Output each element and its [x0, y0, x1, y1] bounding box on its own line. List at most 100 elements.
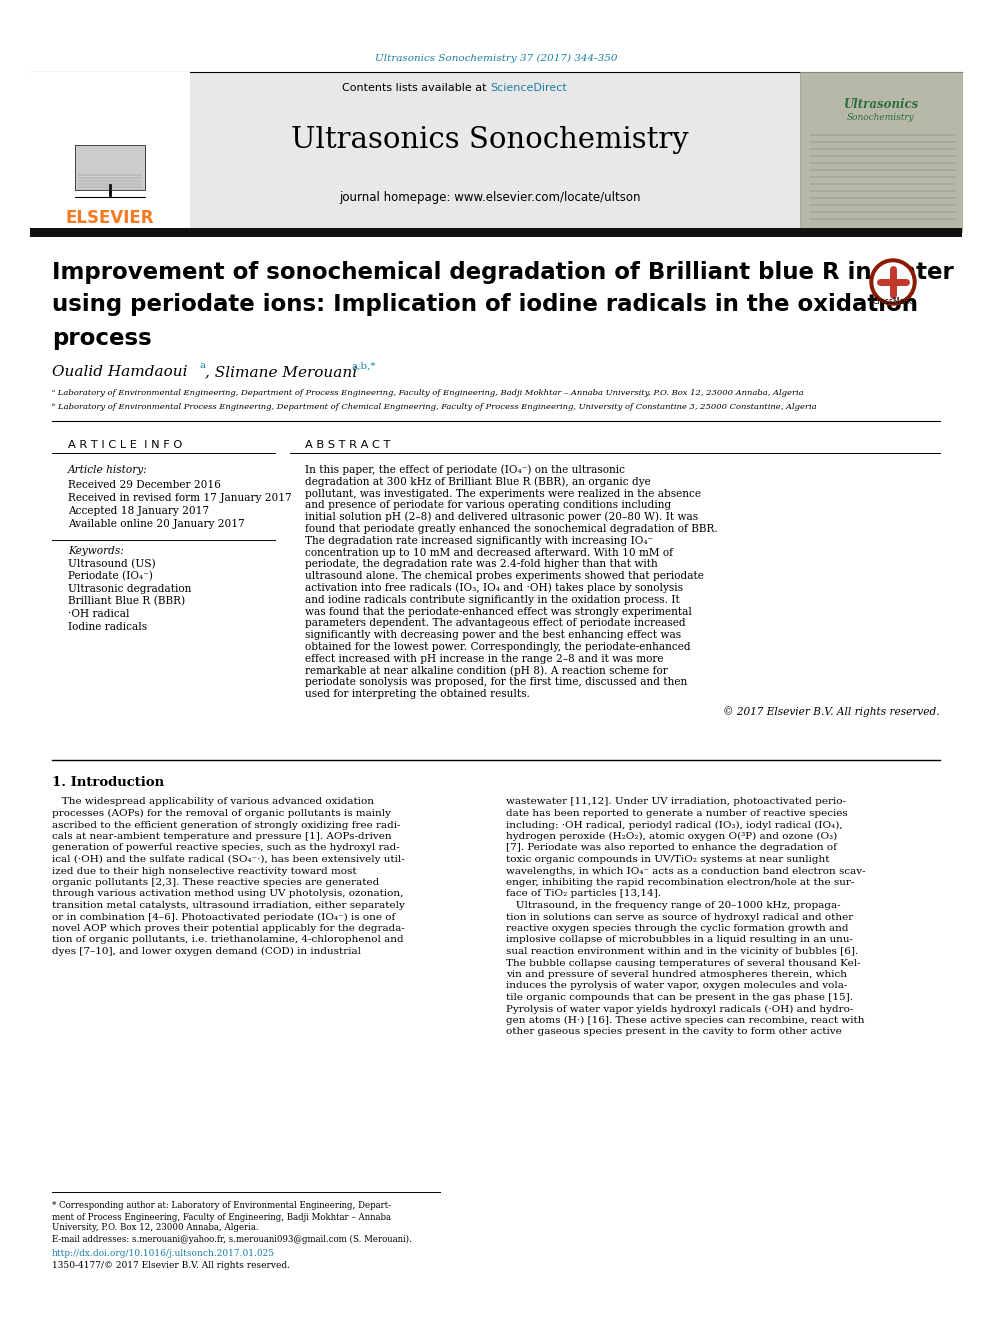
Text: Accepted 18 January 2017: Accepted 18 January 2017	[68, 505, 209, 516]
Text: ment of Process Engineering, Faculty of Engineering, Badji Mokhtar – Annaba: ment of Process Engineering, Faculty of …	[52, 1212, 391, 1221]
Text: ELSEVIER: ELSEVIER	[65, 209, 154, 228]
Text: remarkable at near alkaline condition (pH 8). A reaction scheme for: remarkable at near alkaline condition (p…	[305, 665, 668, 676]
Text: Ultrasonics Sonochemistry 37 (2017) 344-350: Ultrasonics Sonochemistry 37 (2017) 344-…	[375, 53, 617, 62]
Text: The widespread applicability of various advanced oxidation: The widespread applicability of various …	[52, 798, 374, 807]
Text: or in combination [4–6]. Photoactivated periodate (IO₄⁻) is one of: or in combination [4–6]. Photoactivated …	[52, 913, 395, 922]
Text: tion of organic pollutants, i.e. triethanolamine, 4-chlorophenol and: tion of organic pollutants, i.e. trietha…	[52, 935, 404, 945]
Text: Improvement of sonochemical degradation of Brilliant blue R in water: Improvement of sonochemical degradation …	[52, 261, 953, 283]
Text: organic pollutants [2,3]. These reactive species are generated: organic pollutants [2,3]. These reactive…	[52, 878, 379, 886]
Text: Oualid Hamdaoui: Oualid Hamdaoui	[52, 365, 187, 378]
Text: Keywords:: Keywords:	[68, 546, 124, 556]
Text: significantly with decreasing power and the best enhancing effect was: significantly with decreasing power and …	[305, 630, 682, 640]
Text: process: process	[52, 327, 152, 349]
Bar	[30, 228, 962, 237]
Text: a: a	[200, 361, 206, 370]
Text: Contents lists available at: Contents lists available at	[342, 83, 490, 93]
Text: implosive collapse of microbubbles in a liquid resulting in an unu-: implosive collapse of microbubbles in a …	[506, 935, 853, 945]
Text: periodate, the degradation rate was 2.4-fold higher than that with: periodate, the degradation rate was 2.4-…	[305, 560, 658, 569]
Text: vin and pressure of several hundred atmospheres therein, which: vin and pressure of several hundred atmo…	[506, 970, 847, 979]
Text: * Corresponding author at: Laboratory of Environmental Engineering, Depart-: * Corresponding author at: Laboratory of…	[52, 1201, 391, 1211]
Text: including: ·OH radical, periodyl radical (IO₃), iodyl radical (IO₄),: including: ·OH radical, periodyl radical…	[506, 820, 842, 830]
Bar	[800, 71, 962, 232]
Text: periodate sonolysis was proposed, for the first time, discussed and then: periodate sonolysis was proposed, for th…	[305, 677, 687, 688]
Text: initial solution pH (2–8) and delivered ultrasonic power (20–80 W). It was: initial solution pH (2–8) and delivered …	[305, 512, 698, 523]
Text: A R T I C L E  I N F O: A R T I C L E I N F O	[68, 441, 183, 450]
Text: was found that the periodate-enhanced effect was strongly experimental: was found that the periodate-enhanced ef…	[305, 607, 691, 617]
Text: Iodine radicals: Iodine radicals	[68, 622, 147, 631]
Text: 1350-4177/© 2017 Elsevier B.V. All rights reserved.: 1350-4177/© 2017 Elsevier B.V. All right…	[52, 1261, 290, 1270]
Text: Sonochemistry: Sonochemistry	[847, 114, 915, 123]
Text: using periodate ions: Implication of iodine radicals in the oxidation: using periodate ions: Implication of iod…	[52, 294, 918, 316]
Text: © 2017 Elsevier B.V. All rights reserved.: © 2017 Elsevier B.V. All rights reserved…	[723, 706, 940, 717]
Text: face of TiO₂ particles [13,14].: face of TiO₂ particles [13,14].	[506, 889, 661, 898]
Text: Article history:: Article history:	[68, 464, 148, 475]
Text: Ultrasonic degradation: Ultrasonic degradation	[68, 583, 191, 594]
Bar	[30, 71, 190, 230]
Text: found that periodate greatly enhanced the sonochemical degradation of BBR.: found that periodate greatly enhanced th…	[305, 524, 718, 534]
Text: Available online 20 January 2017: Available online 20 January 2017	[68, 519, 245, 529]
Text: ScienceDirect: ScienceDirect	[490, 83, 566, 93]
Text: E-mail addresses: s.merouani@yahoo.fr, s.merouani093@gmail.com (S. Merouani).: E-mail addresses: s.merouani@yahoo.fr, s…	[52, 1234, 412, 1244]
Text: ᵇ Laboratory of Environmental Process Engineering, Department of Chemical Engine: ᵇ Laboratory of Environmental Process En…	[52, 404, 816, 411]
Text: Received 29 December 2016: Received 29 December 2016	[68, 480, 221, 490]
Text: generation of powerful reactive species, such as the hydroxyl rad-: generation of powerful reactive species,…	[52, 844, 400, 852]
Text: A B S T R A C T: A B S T R A C T	[305, 441, 391, 450]
Text: Pyrolysis of water vapor yields hydroxyl radicals (·OH) and hydro-: Pyrolysis of water vapor yields hydroxyl…	[506, 1004, 853, 1013]
Text: novel AOP which proves their potential applicably for the degrada-: novel AOP which proves their potential a…	[52, 923, 405, 933]
Text: ·OH radical: ·OH radical	[68, 609, 130, 619]
Text: degradation at 300 kHz of Brilliant Blue R (BBR), an organic dye: degradation at 300 kHz of Brilliant Blue…	[305, 476, 651, 487]
Text: effect increased with pH increase in the range 2–8 and it was more: effect increased with pH increase in the…	[305, 654, 664, 664]
Text: through various activation method using UV photolysis, ozonation,: through various activation method using …	[52, 889, 404, 898]
Text: Received in revised form 17 January 2017: Received in revised form 17 January 2017	[68, 493, 292, 503]
Text: activation into free radicals (IO₃, IO₄ and ·OH) takes place by sonolysis: activation into free radicals (IO₃, IO₄ …	[305, 582, 683, 593]
Text: Ultrasound, in the frequency range of 20–1000 kHz, propaga-: Ultrasound, in the frequency range of 20…	[506, 901, 840, 910]
Text: transition metal catalysts, ultrasound irradiation, either separately: transition metal catalysts, ultrasound i…	[52, 901, 405, 910]
Text: other gaseous species present in the cavity to form other active: other gaseous species present in the cav…	[506, 1028, 842, 1036]
Text: processes (AOPs) for the removal of organic pollutants is mainly: processes (AOPs) for the removal of orga…	[52, 808, 391, 818]
Text: ultrasound alone. The chemical probes experiments showed that periodate: ultrasound alone. The chemical probes ex…	[305, 572, 704, 581]
Text: wavelengths, in which IO₄⁻ acts as a conduction band electron scav-: wavelengths, in which IO₄⁻ acts as a con…	[506, 867, 866, 876]
Text: , Slimane Merouani: , Slimane Merouani	[205, 365, 357, 378]
Text: [7]. Periodate was also reported to enhance the degradation of: [7]. Periodate was also reported to enha…	[506, 844, 837, 852]
Text: The degradation rate increased significantly with increasing IO₄⁻: The degradation rate increased significa…	[305, 536, 653, 546]
Text: The bubble collapse causing temperatures of several thousand Kel-: The bubble collapse causing temperatures…	[506, 958, 861, 967]
Bar	[30, 71, 962, 230]
Text: date has been reported to generate a number of reactive species: date has been reported to generate a num…	[506, 808, 848, 818]
Text: tile organic compounds that can be present in the gas phase [15].: tile organic compounds that can be prese…	[506, 994, 853, 1002]
Text: CrossMark: CrossMark	[873, 298, 913, 307]
Text: ascribed to the efficient generation of strongly oxidizing free radi-: ascribed to the efficient generation of …	[52, 820, 401, 830]
Text: cals at near-ambient temperature and pressure [1]. AOPs-driven: cals at near-ambient temperature and pre…	[52, 832, 392, 841]
Text: hydrogen peroxide (H₂O₂), atomic oxygen O(³P) and ozone (O₃): hydrogen peroxide (H₂O₂), atomic oxygen …	[506, 832, 837, 841]
Text: reactive oxygen species through the cyclic formation growth and: reactive oxygen species through the cycl…	[506, 923, 848, 933]
Text: and iodine radicals contribute significantly in the oxidation process. It: and iodine radicals contribute significa…	[305, 595, 680, 605]
Circle shape	[870, 259, 916, 306]
Text: Periodate (IO₄⁻): Periodate (IO₄⁻)	[68, 572, 153, 582]
Text: obtained for the lowest power. Correspondingly, the periodate-enhanced: obtained for the lowest power. Correspon…	[305, 642, 690, 652]
Text: tion in solutions can serve as source of hydroxyl radical and other: tion in solutions can serve as source of…	[506, 913, 853, 922]
Text: enger, inhibiting the rapid recombination electron/hole at the sur-: enger, inhibiting the rapid recombinatio…	[506, 878, 854, 886]
Text: pollutant, was investigated. The experiments were realized in the absence: pollutant, was investigated. The experim…	[305, 488, 701, 499]
Text: a,b,*: a,b,*	[352, 361, 377, 370]
Text: gen atoms (H·) [16]. These active species can recombine, react with: gen atoms (H·) [16]. These active specie…	[506, 1016, 864, 1025]
Text: Ultrasonics: Ultrasonics	[843, 98, 919, 111]
Text: http://dx.doi.org/10.1016/j.ultsonch.2017.01.025: http://dx.doi.org/10.1016/j.ultsonch.201…	[52, 1249, 275, 1257]
Text: used for interpreting the obtained results.: used for interpreting the obtained resul…	[305, 689, 530, 699]
Text: and presence of periodate for various operating conditions including: and presence of periodate for various op…	[305, 500, 672, 511]
Text: concentration up to 10 mM and decreased afterward. With 10 mM of: concentration up to 10 mM and decreased …	[305, 548, 673, 557]
Text: parameters dependent. The advantageous effect of periodate increased: parameters dependent. The advantageous e…	[305, 618, 685, 628]
Text: journal homepage: www.elsevier.com/locate/ultson: journal homepage: www.elsevier.com/locat…	[339, 192, 641, 205]
Text: University, P.O. Box 12, 23000 Annaba, Algeria.: University, P.O. Box 12, 23000 Annaba, A…	[52, 1224, 259, 1233]
Text: Ultrasound (US): Ultrasound (US)	[68, 558, 156, 569]
Text: dyes [7–10], and lower oxygen demand (COD) in industrial: dyes [7–10], and lower oxygen demand (CO…	[52, 947, 361, 957]
Text: Ultrasonics Sonochemistry: Ultrasonics Sonochemistry	[292, 126, 688, 153]
Text: toxic organic compounds in UV/TiO₂ systems at near sunlight: toxic organic compounds in UV/TiO₂ syste…	[506, 855, 829, 864]
Text: sual reaction environment within and in the vicinity of bubbles [6].: sual reaction environment within and in …	[506, 947, 858, 957]
Text: Brilliant Blue R (BBR): Brilliant Blue R (BBR)	[68, 597, 186, 607]
Text: ical (·OH) and the sulfate radical (SO₄⁻·), has been extensively util-: ical (·OH) and the sulfate radical (SO₄⁻…	[52, 855, 405, 864]
Text: ᵃ Laboratory of Environmental Engineering, Department of Process Engineering, Fa: ᵃ Laboratory of Environmental Engineerin…	[52, 389, 804, 397]
Text: ized due to their high nonselective reactivity toward most: ized due to their high nonselective reac…	[52, 867, 357, 876]
Circle shape	[874, 263, 912, 302]
Text: 1. Introduction: 1. Introduction	[52, 775, 164, 789]
Text: In this paper, the effect of periodate (IO₄⁻) on the ultrasonic: In this paper, the effect of periodate (…	[305, 464, 625, 475]
Text: induces the pyrolysis of water vapor, oxygen molecules and vola-: induces the pyrolysis of water vapor, ox…	[506, 982, 847, 991]
